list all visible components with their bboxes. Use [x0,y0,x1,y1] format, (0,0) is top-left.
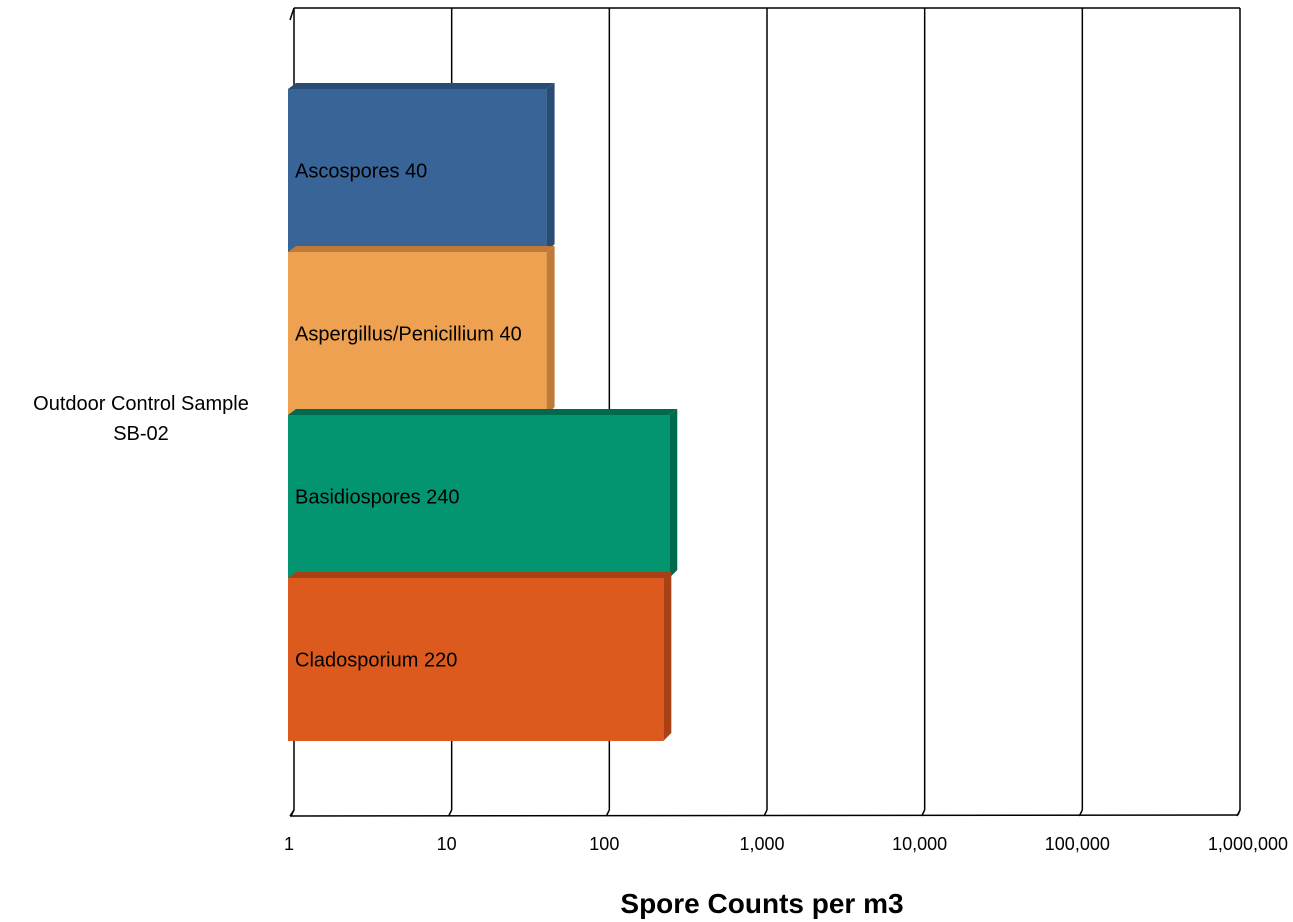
bar-front-face-1 [288,252,547,415]
bar-cladosporium: Cladosporium 220 [288,572,672,741]
tick-mark-4 [920,809,926,817]
bar-side-face-2 [669,409,678,578]
tick-mark-6 [1236,809,1241,817]
x-tick-label-1: 10 [437,834,457,854]
x-tick-label-3: 1,000 [739,834,784,854]
bar-label-1: Aspergillus/Penicillium 40 [295,324,522,346]
bar-side-face-3 [663,572,672,741]
bar-basidiospores: Basidiospores 240 [288,409,678,578]
bar-top-face-0 [288,83,555,89]
bar-front-face-0 [288,89,547,252]
bar-aspergillus-penicillium: Aspergillus/Penicillium 40 [288,246,555,415]
bar-front-face-3 [288,578,664,741]
x-tick-label-4: 10,000 [892,834,947,854]
tick-mark-2 [605,809,611,817]
tick-mark-0 [290,809,295,817]
bar-top-face-3 [288,572,672,578]
tick-mark-3 [763,809,768,817]
bar-label-0: Ascospores 40 [295,161,427,183]
bar-side-face-0 [546,83,555,252]
bar-label-3: Cladosporium 220 [295,650,457,672]
x-axis-title: Spore Counts per m3 [620,888,903,919]
category-label-line-1: Outdoor Control Sample [33,393,249,415]
x-tick-label-6: 1,000,000 [1208,834,1288,854]
axes [289,7,1241,817]
bar-label-2: Basidiospores 240 [295,487,460,509]
x-tick-label-2: 100 [589,834,619,854]
x-tick-label-5: 100,000 [1045,834,1110,854]
bars: Ascospores 40 Aspergillus/Penicillium 40 B… [288,83,678,741]
bar-front-face-2 [288,415,670,578]
wall-edge-top [289,7,295,21]
category-label-line-2: SB-02 [113,423,169,445]
x-tick-label-0: 1 [284,834,294,854]
bar-ascospores: Ascospores 40 [288,83,555,252]
tick-mark-1 [447,809,453,817]
bar-top-face-1 [288,246,555,252]
tick-mark-5 [1078,809,1084,817]
category-label: Outdoor Control Sample SB-02 [33,393,249,445]
bar-side-face-1 [546,246,555,415]
x-tick-labels: 1 10 100 1,000 10,000 100,000 1,000,000 [284,834,1288,854]
bar-top-face-2 [288,409,678,415]
